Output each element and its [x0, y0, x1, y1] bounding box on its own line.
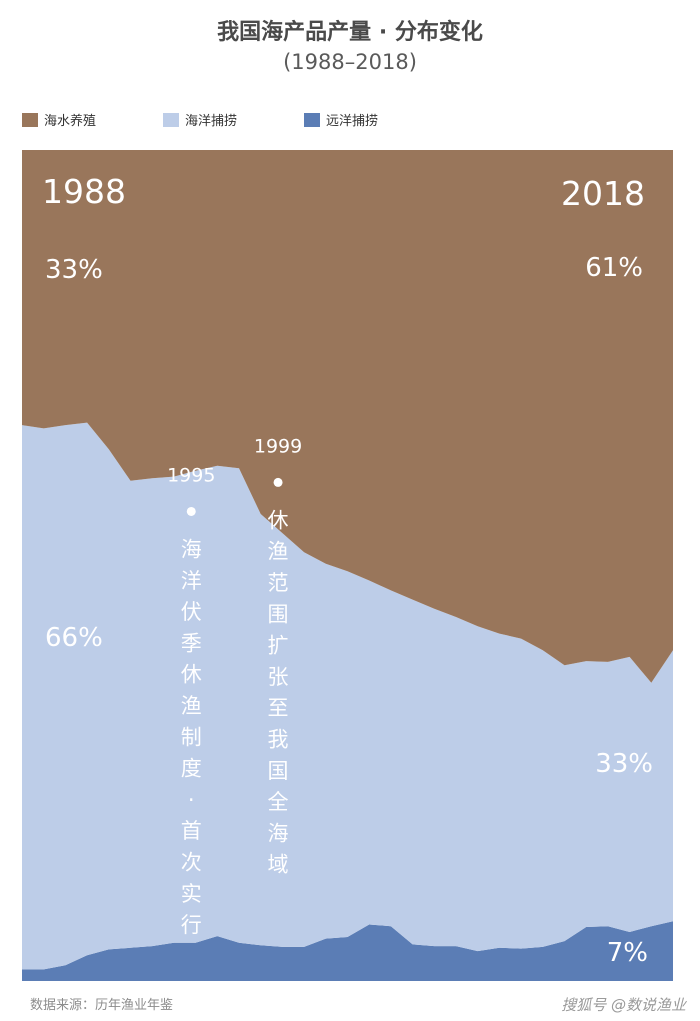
- annotation-text-1999: 全: [268, 790, 289, 814]
- label-start-year: 1988: [42, 172, 126, 211]
- annotation-text-1999: 国: [268, 759, 289, 783]
- annotation-text-1999: 休: [268, 508, 289, 532]
- chart-title: 我国海产品产量 · 分布变化: [217, 20, 483, 45]
- legend-label-marine-capture: 海洋捕捞: [185, 114, 238, 129]
- annotation-text-1995: 次: [181, 850, 202, 874]
- annotation-text-1995: 季: [181, 631, 202, 655]
- annotation-text-1999: 我: [268, 728, 289, 752]
- label-distant-end: 7%: [607, 938, 648, 968]
- annotation-dot-1995: [186, 506, 196, 516]
- annotation-text-1995: 首: [181, 819, 202, 843]
- annotation-text-1999: 围: [268, 602, 289, 626]
- annotation-text-1995: ·: [188, 788, 195, 812]
- annotation-text-1999: 扩: [268, 634, 289, 658]
- legend-swatch-aquaculture: [22, 112, 38, 127]
- source-note: 数据来源：历年渔业年鉴: [30, 998, 174, 1013]
- legend-item-distant-water: 远洋捕捞: [304, 110, 378, 129]
- watermark: 搜狐号 @数说渔业: [561, 996, 686, 1014]
- annotation-text-1995: 行: [181, 913, 202, 937]
- annotation-text-1999: 张: [268, 665, 289, 689]
- annotation-text-1995: 休: [181, 663, 202, 687]
- series-area-0: [22, 921, 673, 981]
- legend-item-aquaculture: 海水养殖: [22, 110, 96, 129]
- annotation-year-1999: 1999: [254, 435, 302, 457]
- annotation-text-1995: 伏: [181, 600, 202, 624]
- annotation-text-1999: 至: [268, 696, 289, 720]
- annotation-dot-1999: [273, 477, 283, 487]
- series-area-2: [22, 150, 673, 683]
- legend-item-marine-capture: 海洋捕捞: [163, 110, 237, 129]
- label-capture-start: 66%: [45, 623, 103, 653]
- legend-label-aquaculture: 海水养殖: [44, 114, 97, 129]
- annotation-text-1999: 域: [268, 853, 289, 877]
- annotation-text-1995: 洋: [181, 569, 202, 593]
- annotation-text-1995: 渔: [181, 694, 202, 718]
- annotation-text-1999: 海: [268, 821, 289, 845]
- label-aquaculture-end: 61%: [585, 253, 643, 283]
- annotation-text-1999: 范: [268, 571, 289, 595]
- label-aquaculture-start: 33%: [45, 255, 103, 285]
- series-area-1: [22, 422, 673, 970]
- legend-label-distant-water: 远洋捕捞: [326, 114, 379, 129]
- chart-subtitle: (1988–2018): [283, 50, 417, 74]
- legend-swatch-marine-capture: [163, 112, 179, 127]
- annotation-year-1995: 1995: [167, 464, 215, 486]
- label-end-year: 2018: [561, 174, 645, 213]
- annotation-text-1995: 度: [181, 757, 202, 781]
- annotation-text-1995: 海: [181, 537, 202, 561]
- label-capture-end: 33%: [595, 749, 653, 779]
- annotation-text-1999: 渔: [268, 540, 289, 564]
- annotation-text-1995: 制: [181, 725, 202, 749]
- legend-swatch-distant-water: [304, 112, 320, 127]
- annotation-text-1995: 实: [181, 882, 202, 906]
